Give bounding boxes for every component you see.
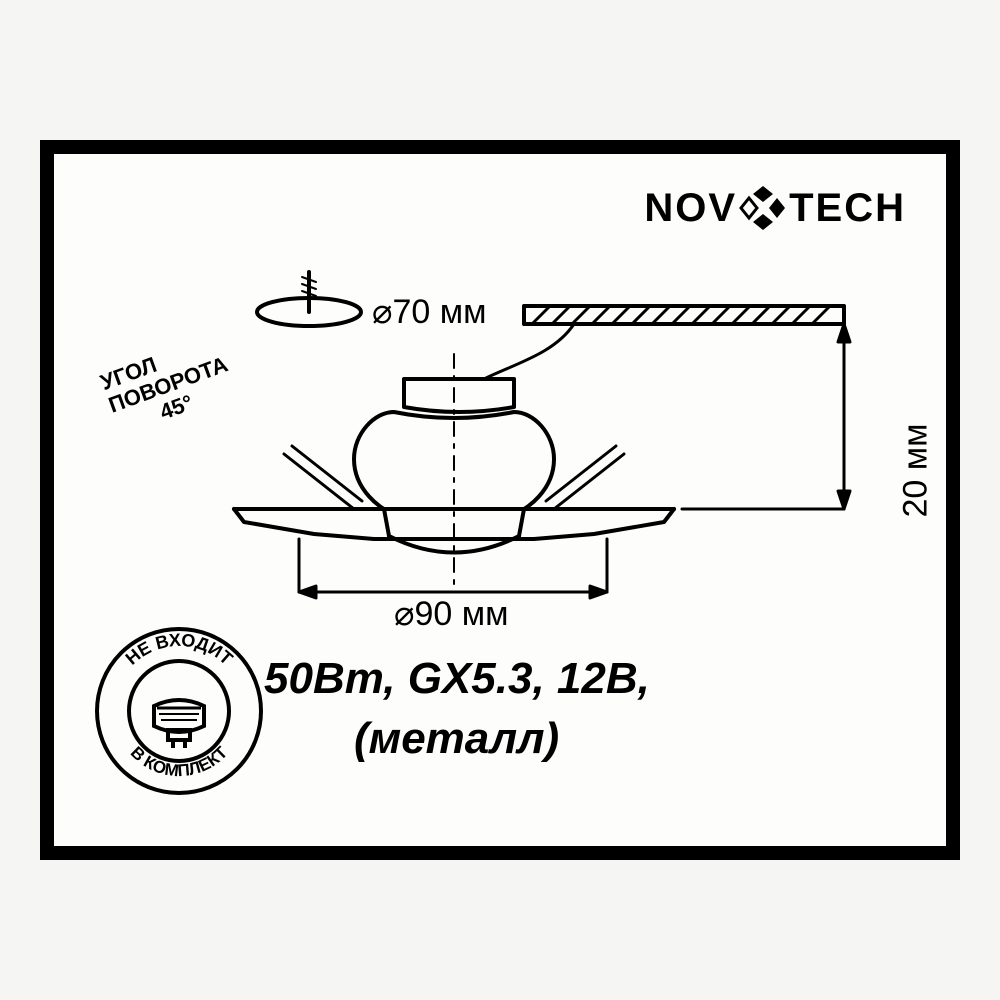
diagram-frame: NOV TECH bbox=[40, 140, 960, 860]
specs-line2: (металл) bbox=[354, 714, 559, 764]
wire bbox=[484, 324, 574, 379]
diagram-canvas: NOV TECH bbox=[54, 154, 946, 846]
svg-text:В КОМПЛЕКТ: В КОМПЛЕКТ bbox=[127, 742, 232, 780]
junction-box bbox=[404, 379, 514, 412]
badge-bottom-text: В КОМПЛЕКТ bbox=[127, 742, 232, 780]
cutout-icon bbox=[257, 272, 361, 326]
ceiling-bar bbox=[524, 306, 844, 324]
dim-20mm bbox=[682, 324, 850, 509]
bulb-not-included-badge: НЕ ВХОДИТ В КОМПЛЕКТ bbox=[94, 626, 264, 796]
outer-diameter-label: ⌀90 мм bbox=[394, 594, 508, 634]
height-dimension-label: 20 мм bbox=[897, 424, 936, 518]
cutout-dimension-label: ⌀70 мм bbox=[372, 292, 486, 332]
specs-line1: 50Вт, GX5.3, 12В, bbox=[264, 654, 650, 704]
